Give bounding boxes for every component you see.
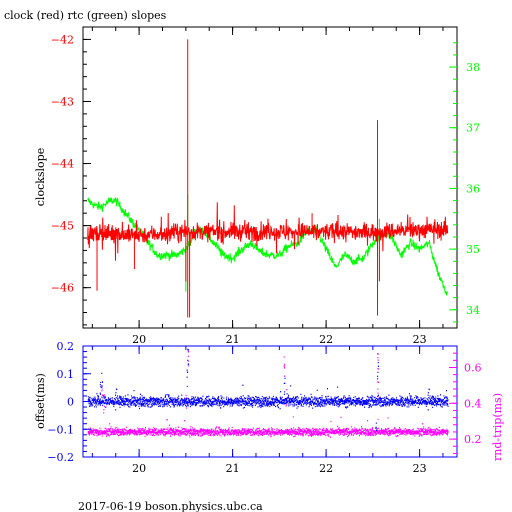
upper-x-tick-label: 22 <box>319 333 333 346</box>
offset-tick-label: 0.2 <box>57 340 75 353</box>
rnd-trip-axis-label: rnd-trip(ms) <box>491 393 504 461</box>
upper-right-axis: 34 35 36 37 38 <box>449 42 480 323</box>
clockslope-tick-label: −43 <box>51 95 74 108</box>
rtc-tick-label: 37 <box>466 122 480 135</box>
lower-x-tick-label: 23 <box>413 462 427 475</box>
clockslope-tick-label: −45 <box>51 220 74 233</box>
upper-x-tick-label: 20 <box>132 333 146 346</box>
rtc-tick-label: 35 <box>466 243 480 256</box>
offset-series <box>87 348 449 431</box>
chart-title: clock (red) rtc (green) slopes <box>4 9 167 22</box>
rtc-line <box>87 196 448 296</box>
clockslope-tick-label: −46 <box>51 282 74 295</box>
rnd-trip-tick-label: 0.6 <box>464 361 482 374</box>
offset-tick-label: −0.1 <box>47 423 74 436</box>
rtc-tick-label: 34 <box>466 304 480 317</box>
offset-tick-label: −0.2 <box>47 451 74 464</box>
clockslope-tick-label: −42 <box>51 33 74 46</box>
rtc-tick-label: 36 <box>466 182 480 195</box>
clockslope-axis-label: clockslope <box>34 148 47 206</box>
offset-tick-label: 0 <box>67 396 74 409</box>
upper-plot-frame <box>82 26 458 329</box>
lower-x-tick-label: 21 <box>226 462 240 475</box>
rnd-trip-series <box>87 349 449 438</box>
rnd-trip-points <box>87 349 449 438</box>
rnd-trip-tick-label: 0.2 <box>464 433 482 446</box>
lower-x-tick-label: 20 <box>132 462 146 475</box>
clockslope-tick-label: −44 <box>51 158 74 171</box>
lower-x-tick-label: 22 <box>319 462 333 475</box>
offset-axis-label: offset(ms) <box>34 373 47 429</box>
clock-series <box>87 39 449 318</box>
footer-host-date: 2017-06-19 boson.physics.ubc.ca <box>78 500 263 512</box>
rnd-trip-tick-label: 0.4 <box>464 397 482 410</box>
lower-left-axis: 0.2 0.1 0 −0.1 −0.2 <box>47 340 91 464</box>
upper-x-tick-label: 23 <box>413 333 427 346</box>
offset-tick-label: 0.1 <box>57 368 75 381</box>
rtc-tick-label: 38 <box>466 61 480 74</box>
upper-x-axis: 20 21 22 23 <box>91 27 444 346</box>
offset-points <box>87 348 449 431</box>
upper-x-tick-label: 21 <box>226 333 240 346</box>
lower-right-axis: 0.6 0.4 0.2 <box>449 352 482 454</box>
clock-line <box>87 202 449 261</box>
lower-x-axis: 20 21 22 23 <box>91 346 444 475</box>
rtc-series <box>87 194 448 310</box>
upper-left-axis: −42 −43 −44 −45 −46 <box>51 33 91 326</box>
